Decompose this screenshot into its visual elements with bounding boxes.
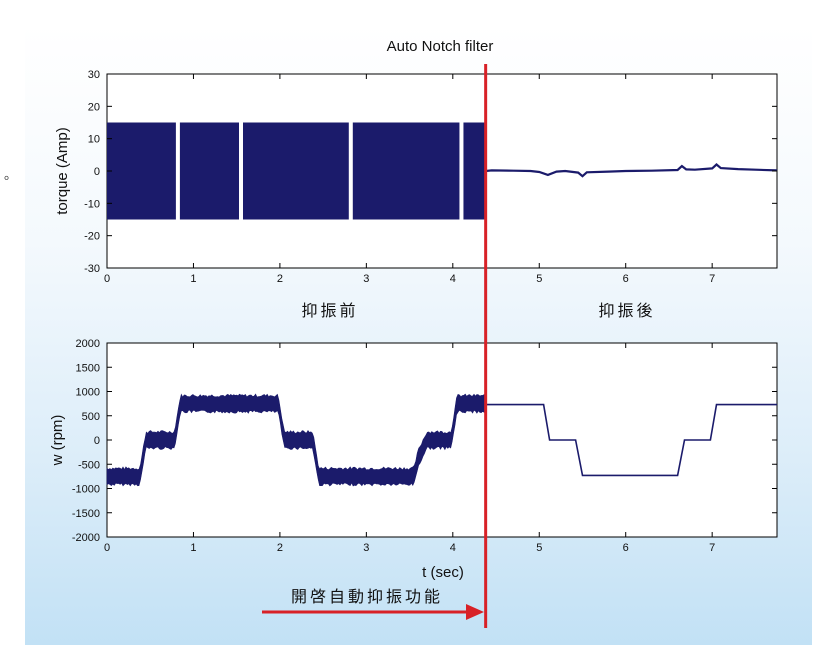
speed-xlabel: t (sec): [422, 564, 464, 581]
speed-ytick-label: 1500: [76, 362, 100, 374]
torque-xtick-label: 7: [709, 273, 715, 285]
torque-ytick-label: 20: [88, 101, 100, 113]
speed-ytick-label: -500: [78, 459, 100, 471]
torque-oscillation-band: [463, 122, 486, 220]
torque-ytick-label: -20: [84, 231, 100, 243]
torque-oscillation-band: [352, 122, 460, 220]
speed-line-after: [485, 403, 777, 477]
torque-xtick-label: 6: [623, 273, 629, 285]
speed-xtick-label: 3: [363, 542, 369, 554]
torque-xtick-label: 2: [277, 273, 283, 285]
torque-xtick-label: 4: [450, 273, 456, 285]
torque-chart: 0 1 2 3 4 5 6 7 30 20 10 0 -10 -20 -30 torque (Amp): [54, 69, 778, 285]
speed-ytick-label: -2000: [72, 532, 100, 544]
annotation-before: 抑振前: [301, 301, 358, 320]
torque-xtick-label: 3: [363, 273, 369, 285]
side-mark: 。: [4, 168, 18, 183]
torque-line-after: [485, 163, 778, 178]
enable-arrow-head: [466, 604, 484, 620]
chart-title: Auto Notch filter: [387, 38, 494, 55]
speed-ytick-label: 1000: [76, 387, 100, 399]
torque-ytick-label: -30: [84, 263, 100, 275]
speed-ytick-label: 2000: [76, 338, 100, 350]
speed-xtick-label: 0: [104, 542, 110, 554]
torque-ylabel: torque (Amp): [54, 127, 71, 215]
torque-axis-ticks: 0 1 2 3 4 5 6 7 30 20 10 0 -10 -20 -30: [84, 69, 777, 285]
torque-ytick-label: -10: [84, 198, 100, 210]
torque-series: [107, 122, 778, 220]
speed-xtick-label: 4: [450, 542, 456, 554]
torque-ytick-label: 0: [94, 166, 100, 178]
speed-xtick-label: 6: [623, 542, 629, 554]
enable-annotation: 開啓自動抑振功能: [291, 587, 443, 606]
torque-oscillation-band: [107, 122, 176, 220]
speed-xtick-label: 1: [190, 542, 196, 554]
speed-ytick-label: 500: [82, 411, 100, 423]
torque-ytick-label: 10: [88, 134, 100, 146]
speed-ytick-label: -1500: [72, 508, 100, 520]
speed-chart: 0 1 2 3 4 5 6 7 2000 1500 1000 500 0 -500 -1000 -1500 -2…: [49, 338, 778, 581]
torque-ytick-label: 30: [88, 69, 100, 81]
torque-oscillation-band: [179, 122, 239, 220]
annotation-after: 抑振後: [598, 301, 655, 320]
speed-ytick-label: -1000: [72, 484, 100, 496]
speed-xtick-label: 5: [536, 542, 542, 554]
speed-ytick-label: 0: [94, 435, 100, 447]
torque-xtick-label: 1: [190, 273, 196, 285]
speed-xtick-label: 2: [277, 542, 283, 554]
torque-oscillation-band: [243, 122, 349, 220]
speed-ylabel: w (rpm): [49, 415, 66, 467]
speed-xtick-label: 7: [709, 542, 715, 554]
torque-xtick-label: 0: [104, 273, 110, 285]
torque-xtick-label: 5: [536, 273, 542, 285]
speed-axis-ticks: 0 1 2 3 4 5 6 7 2000 1500 1000 500 0 -500 -1000 -1500 -2…: [72, 338, 777, 554]
